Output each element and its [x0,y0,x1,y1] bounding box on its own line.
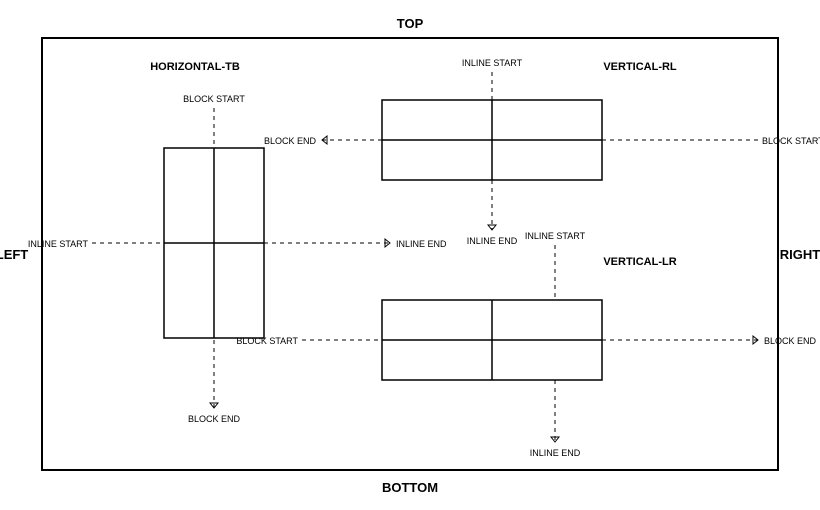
title-vertical-rl: VERTICAL-RL [603,61,677,73]
vlr-inline-end: INLINE END [530,448,581,458]
vlr-block-start: BLOCK START [236,336,298,346]
vlr-block-end: BLOCK END [764,336,817,346]
label-top: TOP [397,16,424,31]
label-bottom: BOTTOM [382,480,438,495]
title-vertical-lr: VERTICAL-LR [603,256,676,268]
diagram-svg: TOP BOTTOM LEFT RIGHT HORIZONTAL-TB BLOCK STA… [0,0,820,510]
htb-block-start: BLOCK START [183,94,245,104]
label-left: LEFT [0,247,28,262]
title-horizontal-tb: HORIZONTAL-TB [150,61,240,73]
vrl-block-start: BLOCK START [762,136,820,146]
htb-block-end: BLOCK END [188,414,241,424]
vrl-inline-end: INLINE END [467,236,518,246]
outer-box [42,38,778,470]
vrl-inline-start: INLINE START [462,58,523,68]
vrl-block-end: BLOCK END [264,136,317,146]
label-right: RIGHT [780,247,820,262]
htb-inline-start-label: INLINE START [28,239,89,249]
vlr-inline-start: INLINE START [525,231,586,241]
htb-inline-end-label: INLINE END [396,239,447,249]
